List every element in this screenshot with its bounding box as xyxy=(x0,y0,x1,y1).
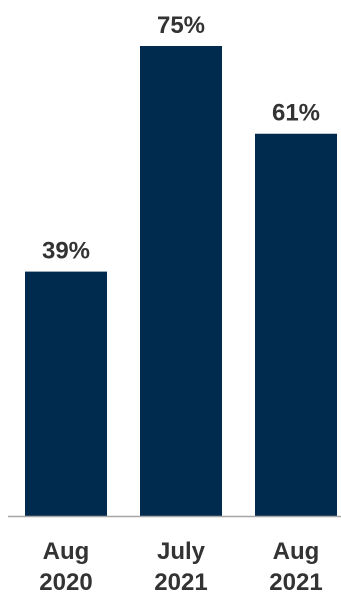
category-label-3-line-1: Aug xyxy=(273,538,320,565)
bar-3 xyxy=(255,133,337,516)
value-label-2: 75% xyxy=(157,12,205,39)
category-label-2-line-1: July xyxy=(157,538,206,565)
value-label-3: 61% xyxy=(272,100,320,127)
category-label-2-line-2: 2021 xyxy=(154,569,207,595)
category-label-1-line-1: Aug xyxy=(43,538,90,565)
bar-1 xyxy=(25,271,107,516)
bar-2 xyxy=(140,46,222,516)
value-label-1: 39% xyxy=(42,238,90,265)
category-label-1-line-2: 2020 xyxy=(39,569,92,595)
category-labels-group: Aug 2020 July 2021 Aug 2021 xyxy=(39,538,322,595)
category-label-3-line-2: 2021 xyxy=(269,569,322,595)
value-labels-group: 39% 75% 61% xyxy=(42,12,320,265)
bars-group xyxy=(25,46,337,516)
